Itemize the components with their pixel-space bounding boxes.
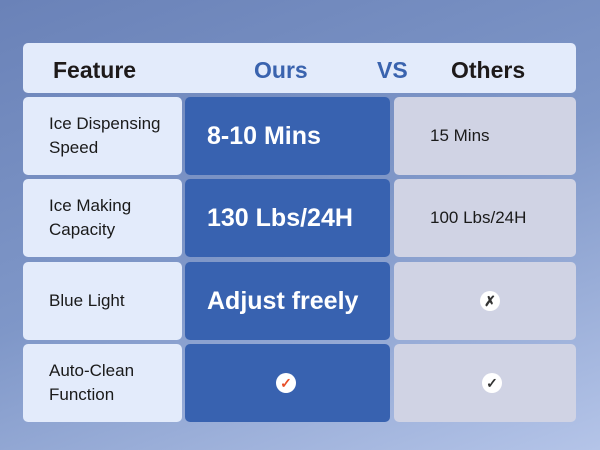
- ours-value: 8-10 Mins: [207, 121, 321, 150]
- feature-label: Auto-Clean Function: [49, 361, 135, 404]
- table-header: Feature Ours VS Others: [23, 43, 576, 93]
- feature-label: Blue Light: [49, 291, 125, 310]
- check-icon: ✓: [276, 373, 296, 393]
- feature-cell: Ice Making Capacity: [23, 179, 182, 257]
- feature-label: Ice Dispensing Speed: [49, 114, 161, 157]
- ours-cell: ✓: [185, 344, 390, 422]
- others-cell: 100 Lbs/24H: [394, 179, 576, 257]
- ours-value: Adjust freely: [207, 286, 359, 315]
- ours-cell: 8-10 Mins: [185, 97, 390, 175]
- others-value: 100 Lbs/24H: [430, 208, 527, 227]
- feature-heading: Feature: [53, 57, 137, 83]
- ours-cell: Adjust freely: [185, 262, 390, 340]
- others-cell: 15 Mins: [394, 97, 576, 175]
- others-cell: ✗: [394, 262, 576, 340]
- check-icon: ✓: [482, 373, 502, 393]
- feature-cell: Blue Light: [23, 262, 182, 340]
- feature-cell: Ice Dispensing Speed: [23, 97, 182, 175]
- ours-value: 130 Lbs/24H: [207, 203, 353, 232]
- ours-cell: 130 Lbs/24H: [185, 179, 390, 257]
- x-icon: ✗: [480, 291, 500, 311]
- others-heading: Others: [451, 57, 526, 83]
- others-cell: ✓: [394, 344, 576, 422]
- others-value: 15 Mins: [430, 126, 490, 145]
- ours-heading: Ours: [254, 57, 308, 83]
- feature-cell: Auto-Clean Function: [23, 344, 182, 422]
- vs-label: VS: [377, 57, 408, 83]
- feature-label: Ice Making Capacity: [49, 196, 132, 239]
